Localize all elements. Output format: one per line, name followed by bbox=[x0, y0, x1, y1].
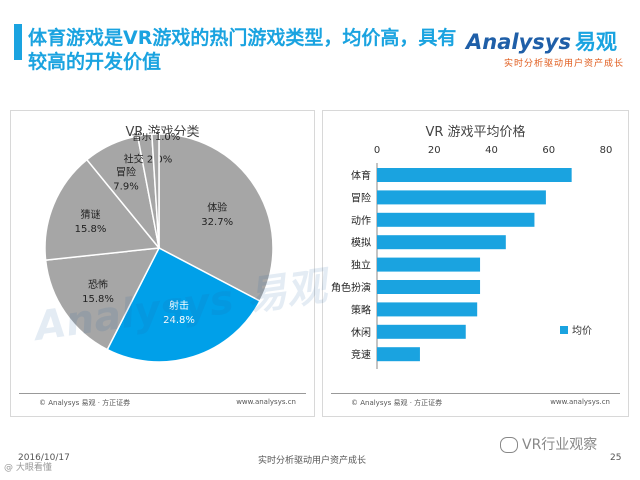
bar-9 bbox=[377, 347, 420, 362]
footer-date: 2016/10/17 bbox=[18, 453, 70, 463]
pie-chart-source: © Analysys 易观 · 方正证券 www.analysys.cn bbox=[19, 393, 306, 408]
bar-7 bbox=[377, 302, 478, 317]
category-label-8: 休闲 bbox=[351, 326, 371, 339]
bar-chart-source: © Analysys 易观 · 方正证券 www.analysys.cn bbox=[331, 393, 620, 408]
x-tick-label-3: 40 bbox=[485, 145, 498, 156]
x-tick-label-5: 80 bbox=[600, 145, 613, 156]
footer-slogan: 实时分析驱动用户资产成长 bbox=[258, 456, 367, 466]
bar-8 bbox=[377, 324, 466, 339]
category-label-2: 冒险 bbox=[351, 191, 371, 204]
wechat-icon bbox=[500, 437, 518, 453]
page-number: 25 bbox=[610, 453, 622, 463]
pie-slice-4 bbox=[44, 158, 161, 261]
pie-category-label-1: 体验 bbox=[207, 201, 227, 214]
bar-4 bbox=[377, 235, 506, 250]
logo-cn-text: 易观 bbox=[574, 30, 617, 54]
pie-category-label-3: 恐怖 bbox=[88, 278, 108, 291]
logo-main-text: Analysys bbox=[466, 30, 571, 54]
pie-value-label-5: 7.9% bbox=[113, 181, 138, 192]
pie-category-label-4: 猜谜 bbox=[81, 208, 101, 221]
source-left: © Analysys 易观 · 方正证券 bbox=[351, 399, 443, 407]
pie-value-label-1: 32.7% bbox=[201, 217, 233, 228]
pie-value-label-3: 15.8% bbox=[82, 294, 114, 305]
wechat-account: VR行业观察 bbox=[500, 434, 597, 454]
category-label-3: 动作 bbox=[351, 215, 371, 227]
pie-label-6: 社交 2.0% bbox=[124, 153, 173, 166]
x-tick-label-2: 20 bbox=[428, 145, 441, 156]
page-title: 体育游戏是VR游戏的热门游戏类型，均价高，具有较高的开发价值 bbox=[28, 27, 457, 73]
category-label-5: 独立 bbox=[351, 259, 371, 272]
bar-1 bbox=[377, 168, 572, 182]
x-tick-label-1: 0 bbox=[374, 145, 380, 156]
category-label-4: 模拟 bbox=[351, 236, 371, 249]
pie-slice-3 bbox=[44, 247, 161, 351]
pie-value-label-2: 24.8% bbox=[163, 315, 195, 326]
x-tick-label-4: 60 bbox=[542, 145, 555, 156]
pie-slice-7 bbox=[151, 133, 160, 249]
pie-value-label-4: 15.8% bbox=[75, 224, 107, 235]
pie-label-7: 音乐 1.0% bbox=[132, 133, 181, 143]
legend-label: 均价 bbox=[572, 325, 592, 337]
bar-chart-title: VR 游戏平均价格 bbox=[425, 125, 526, 140]
category-label-6: 角色扮演 bbox=[331, 281, 371, 294]
source-right: www.analysys.cn bbox=[550, 398, 610, 406]
pie-slice-2 bbox=[106, 246, 261, 363]
brand-logo: Analysys 易观 实时分析驱动用户资产成长 bbox=[466, 26, 634, 72]
pie-chart: 体验 32.7% 射击 24.8% 恐怖 15.8% 猜谜 15.8% 冒险 7.9% 社交 2.0… bbox=[44, 133, 274, 363]
pie-category-label-2: 射击 bbox=[169, 300, 189, 312]
bar-5 bbox=[377, 257, 481, 272]
legend-swatch bbox=[560, 326, 568, 334]
pie-slice-1 bbox=[158, 133, 274, 303]
pie-chart-panel: VR 游戏分类 体验 32.7% 射击 24.8% 恐怖 15.8% 猜谜 15.8% 冒险 7.… bbox=[10, 110, 315, 417]
pie-category-label-5: 冒险 bbox=[116, 165, 136, 178]
category-label-7: 策略 bbox=[351, 303, 371, 316]
corner-watermark: @ 大眼看懂 bbox=[4, 463, 52, 473]
wechat-account-name: VR行业观察 bbox=[522, 437, 598, 453]
bar-2 bbox=[377, 190, 546, 205]
logo-slogan: 实时分析驱动用户资产成长 bbox=[504, 59, 625, 69]
category-label-9: 竞速 bbox=[351, 348, 371, 361]
bar-3 bbox=[377, 212, 535, 227]
source-left: © Analysys 易观 · 方正证券 bbox=[39, 399, 131, 407]
logo-text: Analysys 易观 bbox=[466, 26, 617, 56]
category-label-1: 体育 bbox=[351, 169, 371, 182]
title-accent-bar bbox=[14, 24, 22, 60]
bar-6 bbox=[377, 280, 481, 294]
bar-chart-panel: VR 游戏平均价格 0 20 40 60 80 体育冒险动作模拟独立角色扮演策略休闲竞速 均… bbox=[322, 110, 629, 417]
source-right: www.analysys.cn bbox=[236, 398, 296, 406]
